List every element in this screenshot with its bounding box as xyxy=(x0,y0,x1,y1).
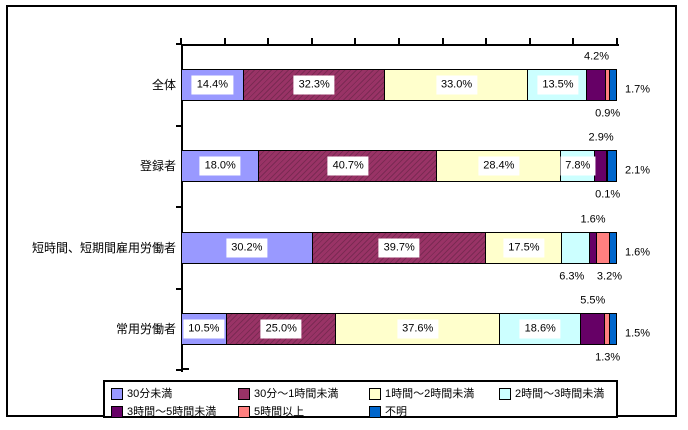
axis-tick xyxy=(572,38,575,44)
legend-item: 30分未満 xyxy=(111,387,172,401)
category-label: 短時間、短期間雇用労働者 xyxy=(31,240,176,255)
data-label: 33.0% xyxy=(435,75,478,95)
legend-item: 5時間以上 xyxy=(238,405,304,419)
legend-swatch xyxy=(369,388,381,400)
legend-label: 1時間〜2時間未満 xyxy=(385,388,475,400)
data-label-outside: 0.1% xyxy=(595,188,621,201)
data-label-outside: 2.9% xyxy=(588,131,614,144)
legend-item: 1時間〜2時間未満 xyxy=(369,387,474,401)
bar-segment xyxy=(593,150,608,183)
legend-swatch xyxy=(111,406,123,418)
axis-tick xyxy=(176,206,181,208)
bar-segment xyxy=(595,231,611,264)
legend-swatch xyxy=(111,388,123,400)
data-label: 25.0% xyxy=(260,319,302,339)
data-label: 13.5% xyxy=(537,75,579,95)
bar-segment xyxy=(608,68,617,101)
category-label: 常用労働者 xyxy=(115,322,176,337)
category-label: 全体 xyxy=(151,77,176,92)
data-label-outside: 0.9% xyxy=(595,107,621,120)
data-label: 17.5% xyxy=(503,238,545,258)
legend-label: 3時間〜5時間未満 xyxy=(127,406,217,418)
data-label: 32.3% xyxy=(293,75,335,95)
axis-tick xyxy=(176,287,181,290)
data-label-outside: 1.6% xyxy=(625,246,651,259)
data-label-outside: 1.3% xyxy=(595,351,621,364)
data-label: 10.5% xyxy=(183,319,225,339)
data-label: 39.7% xyxy=(378,238,420,258)
bar-segment xyxy=(579,313,605,346)
category-label: 登録者 xyxy=(139,159,176,174)
data-label: 18.0% xyxy=(199,156,241,176)
axis-tick xyxy=(181,368,189,370)
legend-swatch xyxy=(238,406,250,418)
bar-segment xyxy=(609,313,617,346)
data-label: 28.4% xyxy=(478,156,520,176)
axis-tick xyxy=(616,38,618,44)
axis-tick xyxy=(441,38,444,44)
axis-tick xyxy=(267,38,270,44)
plot-area xyxy=(181,44,619,372)
axis-tick xyxy=(528,38,531,44)
bar-segment xyxy=(225,313,336,346)
legend-label: 5時間以上 xyxy=(254,406,305,418)
data-label-outside: 1.6% xyxy=(580,213,606,226)
data-label: 37.6% xyxy=(397,319,439,339)
axis-tick xyxy=(176,43,181,45)
legend-item: 不明 xyxy=(369,405,407,419)
data-label: 18.6% xyxy=(519,319,561,339)
legend-swatch xyxy=(499,388,511,400)
bar-segment xyxy=(181,150,260,183)
legend-swatch xyxy=(369,406,381,418)
data-label-outside: 3.2% xyxy=(596,270,623,283)
legend-item: 30分〜1時間未満 xyxy=(238,387,338,401)
axis-tick xyxy=(176,369,181,371)
legend-label: 不明 xyxy=(385,406,407,418)
data-label-outside: 5.5% xyxy=(580,294,606,307)
axis-tick xyxy=(310,38,313,44)
bar-segment xyxy=(258,150,437,183)
data-label: 30.2% xyxy=(226,238,268,258)
data-label-outside: 6.3% xyxy=(559,270,585,283)
data-label-outside: 2.1% xyxy=(625,164,651,177)
axis-tick xyxy=(223,38,226,44)
bar-row xyxy=(181,150,617,183)
legend: 30分未満 30分〜1時間未満 1時間〜2時間未満 2時間〜3時間未満 3時間〜5時間未… xyxy=(103,380,618,418)
data-label: 14.4% xyxy=(191,75,233,95)
axis-tick xyxy=(354,38,357,44)
axis-tick xyxy=(485,38,488,44)
legend-item: 2時間〜3時間未満 xyxy=(499,387,604,401)
axis-tick xyxy=(398,38,400,44)
data-label: 40.7% xyxy=(327,156,369,176)
axis-tick xyxy=(180,38,182,44)
bar-segment xyxy=(561,231,590,264)
data-label-outside: 1.7% xyxy=(625,83,651,96)
legend-item: 3時間〜5時間未満 xyxy=(111,405,216,419)
legend-label: 2時間〜3時間未満 xyxy=(515,388,605,400)
legend-swatch xyxy=(238,388,250,400)
data-label: 7.8% xyxy=(560,156,596,176)
data-label-outside: 1.5% xyxy=(625,327,651,340)
bar-segment xyxy=(606,150,617,183)
axis-tick xyxy=(176,124,181,127)
bar-segment xyxy=(181,231,313,264)
data-label-outside: 4.2% xyxy=(583,50,610,63)
bar-segment xyxy=(609,231,617,264)
legend-label: 30分〜1時間未満 xyxy=(254,388,339,400)
legend-label: 30分未満 xyxy=(127,388,173,400)
bar-segment xyxy=(586,68,606,101)
